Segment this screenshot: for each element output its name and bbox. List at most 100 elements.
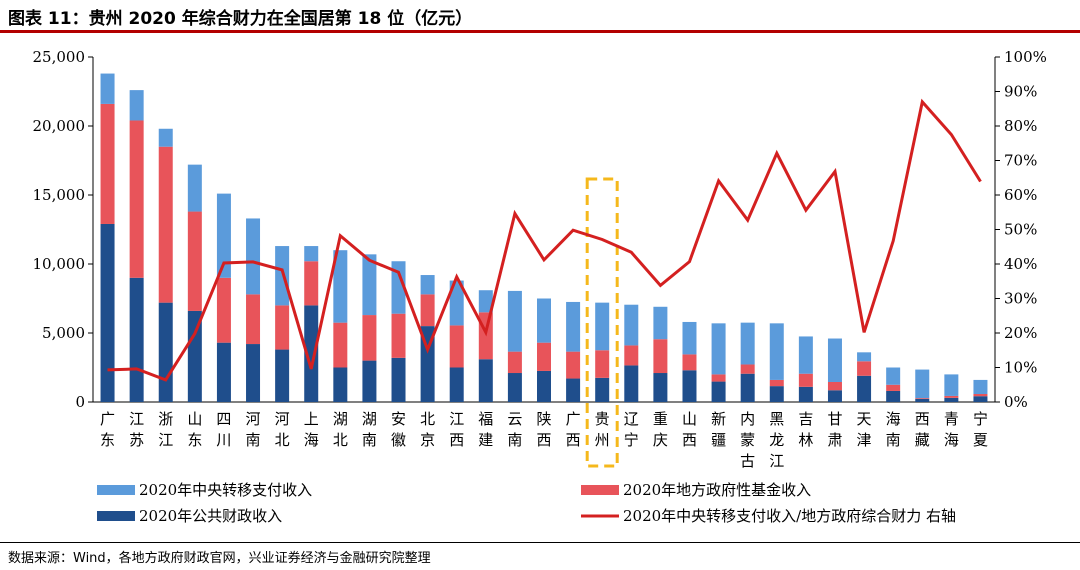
x-tick-label: 浙江	[158, 410, 173, 449]
x-tick-label: 青海	[944, 410, 959, 449]
bar-public-revenue	[653, 373, 668, 402]
x-tick-label: 江西	[449, 410, 464, 449]
bar-fund-revenue	[566, 351, 581, 379]
right-tick-label: 100%	[1004, 48, 1047, 66]
bar-transfer-revenue	[566, 301, 581, 352]
bar-transfer-revenue	[798, 336, 813, 374]
bar-public-revenue	[478, 359, 493, 402]
bar-fund-revenue	[129, 120, 144, 278]
bar-public-revenue	[537, 370, 551, 402]
bar-public-revenue	[886, 390, 901, 402]
right-tick-label: 10%	[1004, 359, 1037, 377]
chart-title: 图表 11：贵州 2020 年综合财力在全国居第 18 位（亿元）	[8, 9, 473, 29]
bar-public-revenue	[682, 370, 697, 402]
bar-transfer-revenue	[216, 193, 231, 278]
legend-label: 2020年公共财政收入	[139, 507, 282, 525]
x-tick-label: 福建	[478, 410, 493, 449]
left-tick-label: 15,000	[33, 186, 86, 204]
bar-public-revenue	[391, 357, 406, 402]
left-tick-label: 5,000	[42, 324, 85, 342]
x-tick-label: 吉林	[798, 410, 813, 449]
x-tick-label: 陕西	[536, 410, 551, 449]
bar-transfer-revenue	[275, 246, 290, 306]
bar-public-revenue	[129, 277, 144, 402]
bar-public-revenue	[449, 367, 464, 402]
x-tick-label: 江苏	[129, 410, 144, 449]
bar-public-revenue	[216, 342, 231, 402]
bar-public-revenue	[740, 373, 755, 402]
right-tick-label: 60%	[1004, 186, 1037, 204]
right-tick-label: 80%	[1004, 117, 1037, 135]
left-tick-label: 10,000	[33, 255, 86, 273]
bar-transfer-revenue	[507, 290, 522, 352]
x-tick-label: 安徽	[391, 410, 406, 449]
bar-public-revenue	[304, 305, 319, 402]
x-tick-label: 广西	[566, 410, 581, 449]
x-tick-label: 内蒙古	[740, 410, 755, 470]
source-note: 数据来源：Wind，各地方政府财政官网，兴业证券经济与金融研究院整理	[8, 551, 431, 566]
bar-fund-revenue	[886, 384, 901, 391]
right-tick-label: 70%	[1004, 152, 1037, 170]
bar-transfer-revenue	[624, 304, 639, 346]
bars	[100, 73, 988, 402]
x-tick-label: 山东	[187, 410, 202, 449]
bar-transfer-revenue	[304, 246, 319, 262]
x-tick-label: 辽宁	[624, 410, 639, 449]
bar-fund-revenue	[304, 261, 319, 306]
bar-public-revenue	[246, 344, 261, 402]
right-tick-label: 30%	[1004, 290, 1037, 308]
bar-fund-revenue	[362, 315, 377, 361]
bar-public-revenue	[857, 375, 872, 402]
bar-fund-revenue	[595, 350, 610, 378]
bar-fund-revenue	[478, 312, 493, 360]
bar-transfer-revenue	[246, 218, 261, 295]
bar-public-revenue	[827, 390, 842, 402]
left-tick-label: 20,000	[33, 117, 86, 135]
legend-label: 2020年中央转移支付收入	[139, 481, 312, 499]
ratio-line-group	[107, 98, 982, 382]
bar-fund-revenue	[944, 395, 959, 398]
bar-fund-revenue	[187, 211, 202, 311]
legend-label: 2020年中央转移支付收入/地方政府综合财力 右轴	[623, 507, 956, 525]
bar-public-revenue	[333, 367, 348, 402]
bar-public-revenue	[769, 386, 784, 402]
x-tick-label: 云南	[507, 410, 522, 449]
x-tick-label: 天津	[857, 410, 872, 449]
bar-transfer-revenue	[915, 369, 930, 399]
bar-public-revenue	[420, 326, 435, 402]
bar-transfer-revenue	[595, 302, 610, 351]
bar-transfer-revenue	[769, 323, 784, 380]
bar-public-revenue	[973, 396, 988, 402]
legend-swatch	[581, 485, 619, 495]
bar-fund-revenue	[827, 381, 842, 391]
legend: 2020年中央转移支付收入 2020年地方政府性基金收入 2020年公共财政收入 20…	[97, 481, 956, 525]
bar-transfer-revenue	[158, 128, 173, 147]
bar-transfer-revenue	[973, 379, 988, 394]
right-tick-label: 90%	[1004, 83, 1037, 101]
bar-transfer-revenue	[187, 164, 202, 212]
bar-transfer-revenue	[100, 73, 115, 104]
bar-fund-revenue	[740, 364, 755, 374]
bottom-rule	[0, 542, 1080, 543]
x-tick-label: 贵州	[595, 410, 610, 449]
x-tick-labels: 广东江苏浙江山东四川河南河北上海湖北湖南安徽北京江西福建云南陕西广西贵州辽宁重庆…	[100, 410, 988, 470]
bar-transfer-revenue	[449, 280, 464, 326]
bar-fund-revenue	[973, 393, 988, 397]
bar-fund-revenue	[246, 294, 261, 345]
title-rule	[0, 30, 1080, 33]
axes: 0 5,000 10,000 15,000 20,000 25,000 0% 10% 20% 30…	[33, 48, 1047, 468]
bar-fund-revenue	[507, 351, 522, 374]
right-tick-label: 20%	[1004, 324, 1037, 342]
bar-transfer-revenue	[653, 306, 668, 340]
x-tick-label: 湖南	[362, 410, 377, 449]
bar-transfer-revenue	[857, 352, 872, 362]
bar-fund-revenue	[537, 342, 551, 371]
bar-transfer-revenue	[478, 290, 493, 313]
x-tick-label: 河北	[275, 410, 290, 449]
bar-transfer-revenue	[711, 323, 726, 375]
bar-transfer-revenue	[886, 367, 901, 385]
bar-transfer-revenue	[333, 250, 348, 323]
x-tick-label: 海南	[886, 410, 901, 449]
bar-transfer-revenue	[391, 261, 406, 314]
bar-public-revenue	[944, 397, 959, 402]
